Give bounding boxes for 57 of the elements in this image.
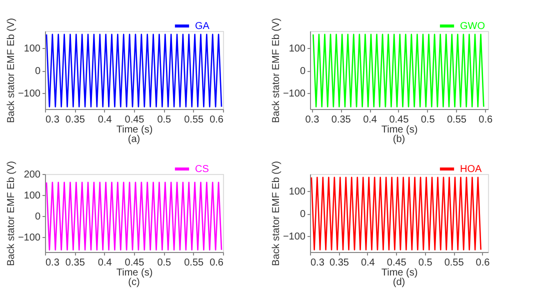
x-tick-label: 0.4 (98, 114, 112, 126)
x-tick-label: 0.6 (210, 258, 224, 268)
x-tick-label: 0.45 (389, 114, 410, 126)
text: (d) (392, 277, 406, 288)
x-tick-label: 0.45 (124, 258, 145, 268)
x-tick-label: 0.3 (46, 114, 60, 126)
x-axis-title: Time (s) (381, 124, 418, 136)
x-axis-title: Time (s) (381, 268, 418, 278)
x-tick-label: 0.3 (46, 258, 60, 268)
x-tick-label: 0.35 (65, 258, 86, 268)
x-tick-label: 0.35 (65, 114, 86, 126)
x-tick-label: 0.4 (363, 114, 378, 126)
y-axis-title: Back stator EMF Eb (V) (6, 160, 17, 266)
x-tick-label: 0.45 (386, 258, 407, 268)
x-tick-label: 0.5 (418, 258, 433, 268)
legend-label: GA (195, 21, 210, 32)
legend-label: GWO (460, 21, 486, 32)
x-tick-label: 0.55 (184, 114, 204, 126)
y-axis-title: Back stator EMF Eb (V) (270, 18, 282, 124)
y-tick-label: −100 (282, 232, 306, 243)
x-tick-label: 0.6 (476, 258, 490, 268)
legend-label: CS (195, 164, 210, 175)
x-tick-label: 0.5 (157, 114, 172, 126)
x-tick-label: 0.5 (157, 258, 172, 268)
x-tick-label: 0.55 (444, 258, 464, 268)
x-tick-label: 0.5 (420, 114, 436, 126)
x-tick-label: 0.3 (310, 258, 325, 268)
x-axis-title: Time (s) (116, 268, 153, 278)
x-tick-label: 0.6 (478, 114, 493, 126)
x-tick-label: 0.6 (210, 114, 224, 126)
y-tick-label: 100 (288, 186, 306, 198)
y-tick-label: −100 (18, 88, 41, 100)
y-tick-label: 200 (24, 170, 41, 180)
y-tick-label: 100 (24, 43, 41, 54)
y-axis-title: Back stator EMF Eb (V) (6, 18, 17, 124)
y-tick-label: −100 (282, 88, 306, 100)
x-tick-label: 0.4 (360, 258, 376, 268)
x-tick-label: 0.4 (98, 258, 112, 268)
y-tick-label: 0 (300, 66, 306, 78)
y-tick-label: 0 (300, 209, 306, 220)
text: (a) (128, 134, 140, 145)
x-axis-title: Time (s) (116, 124, 153, 136)
x-tick-label: 0.45 (124, 114, 145, 126)
y-tick-label: 0 (34, 212, 41, 223)
x-tick-label: 0.55 (446, 114, 467, 126)
legend-label: HOA (460, 164, 482, 175)
x-tick-label: 0.35 (329, 258, 350, 268)
text: (c) (128, 277, 140, 288)
y-tick-label: 100 (24, 190, 41, 202)
x-tick-label: 0.55 (184, 258, 204, 268)
y-tick-label: −100 (18, 232, 41, 244)
text: (b) (392, 134, 406, 145)
x-tick-label: 0.35 (331, 114, 352, 126)
y-axis-title: Back stator EMF Eb (V) (270, 160, 282, 266)
x-tick-label: 0.3 (305, 114, 320, 126)
y-tick-label: 100 (288, 43, 306, 54)
y-tick-label: 0 (34, 66, 41, 78)
